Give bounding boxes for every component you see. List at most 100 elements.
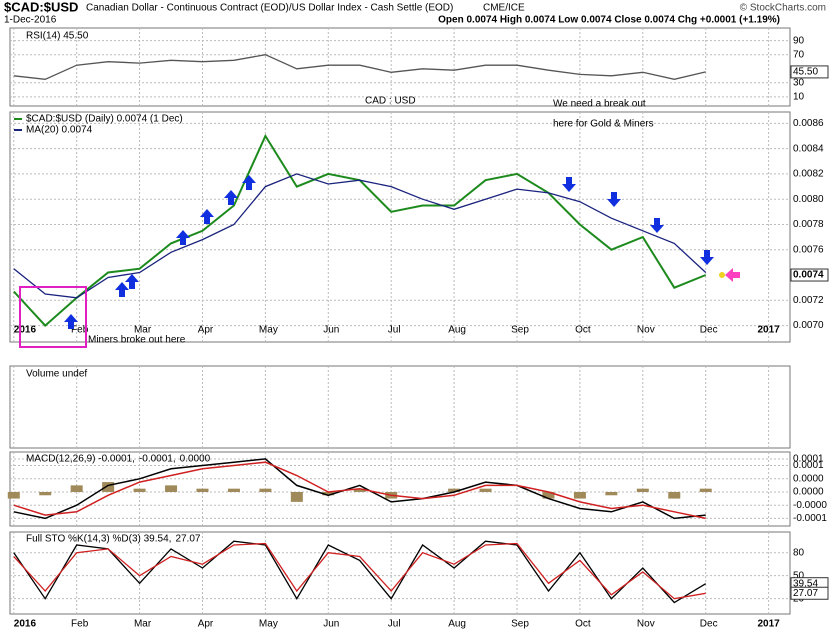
histogram-bar	[605, 491, 618, 496]
histogram-bar	[196, 488, 209, 492]
symbol: $CAD:$USD	[4, 0, 78, 14]
x-tick-label: Apr	[198, 325, 214, 336]
y-tick-label: 0.0072	[793, 295, 824, 306]
arrow	[64, 314, 78, 329]
panel-title: RSI(14) 45.50	[26, 31, 89, 42]
annotation: Miners broke out here	[88, 335, 186, 346]
histogram-bar	[699, 488, 712, 492]
histogram-bar	[70, 485, 83, 492]
y-tick-label: 0.0000	[793, 473, 824, 484]
histogram-bar	[133, 488, 146, 492]
y-tick-label: 10	[793, 92, 805, 103]
arrow	[242, 175, 256, 190]
y-tick-label: 90	[793, 35, 805, 46]
y-tick-label: 0.0070	[793, 320, 824, 331]
x-tick-label: Jul	[388, 619, 401, 630]
series-line	[13, 542, 706, 600]
histogram-bar	[39, 491, 52, 496]
y-tick-label: 0.0086	[793, 118, 824, 129]
legend-entry: MA(20) 0.0074	[26, 125, 93, 136]
x-tick-label: Nov	[637, 619, 655, 630]
x-tick-label: Sep	[511, 619, 529, 630]
arrow	[562, 177, 576, 192]
series-line	[13, 458, 706, 520]
x-tick-label: Dec	[700, 325, 718, 336]
histogram-bar	[165, 485, 178, 492]
ohlc: Open 0.0074 High 0.0074 Low 0.0074 Close…	[438, 15, 780, 26]
x-tick-label: Nov	[637, 325, 655, 336]
annotation: here for Gold & Miners	[553, 119, 654, 130]
x-tick-label: Oct	[575, 325, 591, 336]
y-tick-label: 80	[793, 547, 805, 558]
x-tick-label: Feb	[71, 619, 89, 630]
histogram-bar	[322, 491, 335, 496]
y-tick-label: 0.0001	[793, 460, 824, 471]
arrow	[650, 218, 664, 233]
annotation: We need a break out	[553, 99, 646, 110]
y-tick-label: 70	[793, 49, 805, 60]
histogram-bar	[448, 488, 461, 492]
y-tick-label: 0.0082	[793, 169, 824, 180]
x-tick-label: Oct	[575, 619, 591, 630]
y-tick-label: 0.0076	[793, 244, 824, 255]
histogram-bar	[259, 488, 272, 492]
histogram-bar	[7, 491, 20, 499]
x-tick-label: Aug	[448, 619, 466, 630]
highlight-box	[19, 286, 87, 348]
arrow	[725, 268, 740, 282]
histogram-bar	[102, 482, 115, 492]
x-tick-label: 2017	[757, 325, 780, 336]
y-tick-label: 0.0084	[793, 143, 824, 154]
histogram-bar	[636, 488, 649, 492]
histogram-bar	[227, 488, 240, 492]
panel	[9, 27, 791, 107]
date: 1-Dec-2016	[4, 15, 57, 26]
panel-title: Volume undef	[26, 369, 87, 380]
legend-entry: Full STO %K(14,3) %D(3) 39.54,	[26, 534, 171, 545]
current-value: 27.07	[793, 588, 818, 599]
marker	[719, 272, 725, 278]
legend-entry: 0.0000	[180, 454, 211, 465]
arrow	[607, 192, 621, 207]
histogram-bar	[542, 491, 555, 499]
current-value: 39.54	[793, 578, 818, 589]
legend-entry: MACD(12,26,9) -0.0001,	[26, 454, 135, 465]
arrow	[200, 209, 214, 224]
current-value-box	[790, 586, 829, 600]
x-tick-label: Jun	[323, 325, 339, 336]
y-tick-label: -0.0001	[793, 513, 827, 524]
arrow	[125, 274, 139, 289]
current-value: 45.50	[793, 67, 818, 78]
description: Canadian Dollar - Continuous Contract (E…	[86, 3, 453, 14]
x-tick-label: 2016	[14, 325, 37, 336]
y-tick-label: 0.0001	[793, 454, 824, 465]
annotation: CAD : USD	[365, 96, 416, 107]
histogram-bar	[479, 488, 492, 492]
x-tick-label: 2017	[757, 619, 780, 630]
exchange: CME/ICE	[483, 3, 525, 14]
series-line	[13, 540, 707, 604]
arrow	[700, 250, 714, 265]
legend-entry: -0.0001,	[139, 454, 176, 465]
x-tick-label: Dec	[700, 619, 718, 630]
histogram-bar	[573, 491, 586, 499]
y-tick-label: 50	[793, 570, 805, 581]
x-tick-label: Jun	[323, 619, 339, 630]
series-line	[13, 173, 707, 299]
x-tick-label: Mar	[134, 325, 152, 336]
current-value: 0.0074	[793, 270, 824, 281]
current-value-box	[790, 65, 829, 79]
credit: © StockCharts.com	[740, 3, 826, 14]
series-line	[13, 461, 706, 520]
arrow	[176, 230, 190, 245]
x-tick-label: Sep	[511, 325, 529, 336]
x-tick-label: 2016	[14, 619, 37, 630]
arrow	[224, 190, 238, 205]
x-tick-label: Aug	[448, 325, 466, 336]
y-tick-label: 0.0000	[793, 487, 824, 498]
y-tick-label: -0.0000	[793, 500, 827, 511]
x-tick-label: Feb	[71, 325, 89, 336]
histogram-bar	[353, 488, 366, 492]
